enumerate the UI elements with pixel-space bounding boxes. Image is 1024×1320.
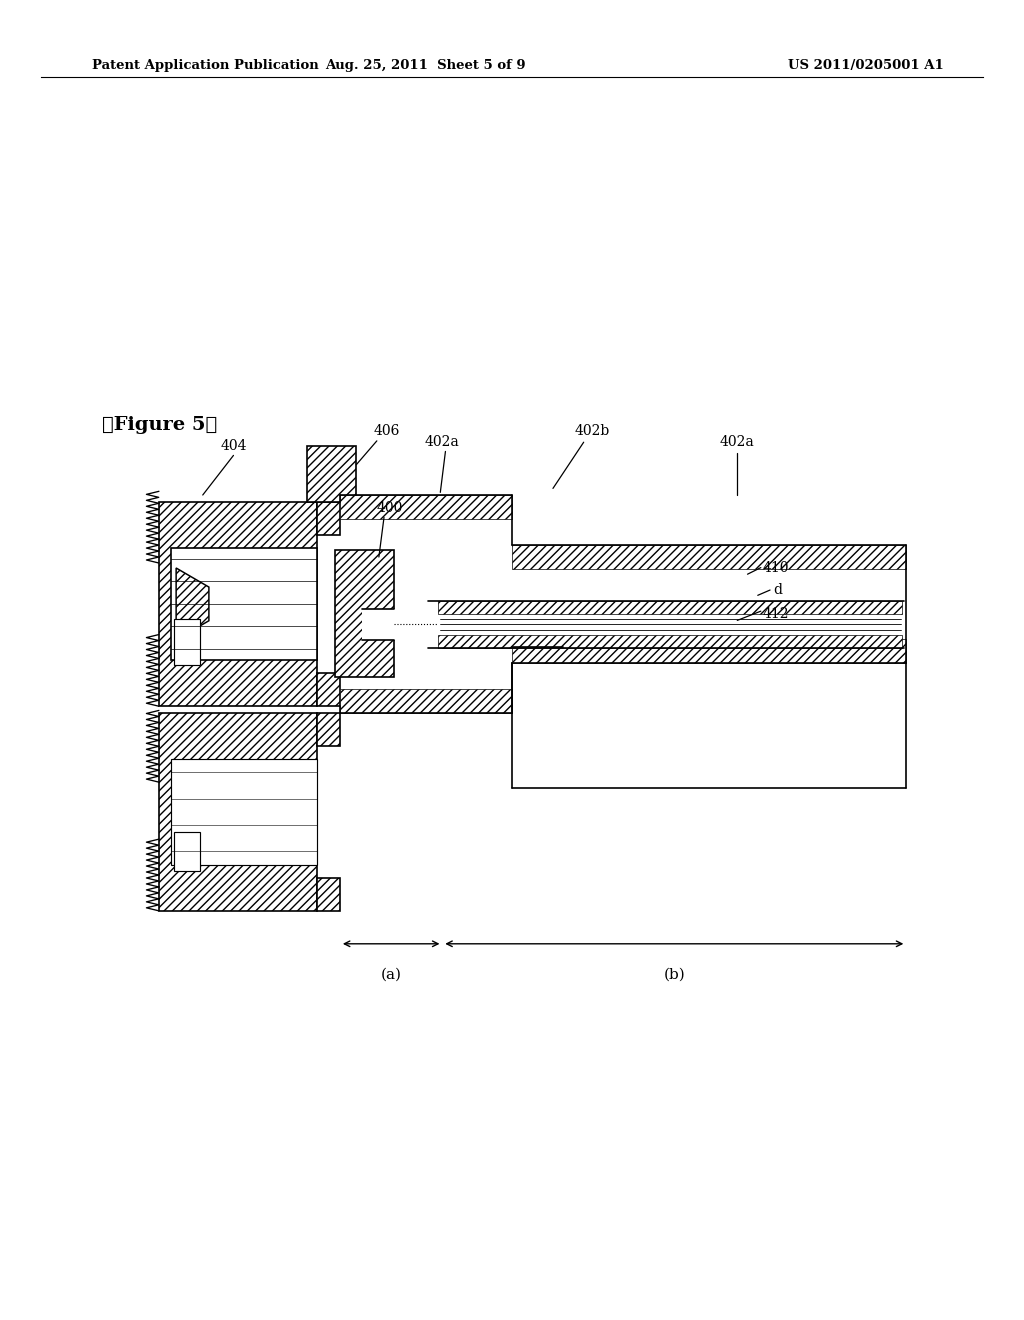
Bar <box>340 495 512 519</box>
Bar <box>159 502 317 706</box>
Text: 402a: 402a <box>720 434 755 449</box>
Text: (a): (a) <box>381 968 401 982</box>
Bar <box>171 548 317 660</box>
Polygon shape <box>176 568 209 640</box>
Text: 412: 412 <box>763 607 790 620</box>
Bar <box>307 446 356 502</box>
Bar <box>171 759 317 865</box>
Text: 【Figure 5】: 【Figure 5】 <box>102 416 218 434</box>
Text: 406: 406 <box>374 424 400 438</box>
Bar <box>340 689 512 713</box>
Bar <box>512 639 906 663</box>
Bar <box>335 550 394 677</box>
Text: Patent Application Publication: Patent Application Publication <box>92 59 318 73</box>
Text: 402b: 402b <box>574 424 609 438</box>
Bar <box>317 502 340 535</box>
Bar <box>361 609 399 640</box>
Text: US 2011/0205001 A1: US 2011/0205001 A1 <box>788 59 944 73</box>
Bar <box>317 673 340 706</box>
Text: d: d <box>773 583 782 597</box>
Bar <box>174 619 200 665</box>
Bar <box>317 713 340 746</box>
Bar <box>317 878 340 911</box>
Text: 402a: 402a <box>425 434 460 449</box>
Text: 400: 400 <box>377 500 403 515</box>
Text: 410: 410 <box>763 561 790 574</box>
Text: Aug. 25, 2011  Sheet 5 of 9: Aug. 25, 2011 Sheet 5 of 9 <box>325 59 525 73</box>
Text: 404: 404 <box>220 438 247 453</box>
Bar <box>438 635 902 648</box>
Text: (b): (b) <box>664 968 685 982</box>
Bar <box>512 545 906 569</box>
Bar <box>438 601 902 614</box>
Bar <box>174 832 200 871</box>
Bar <box>159 713 317 911</box>
